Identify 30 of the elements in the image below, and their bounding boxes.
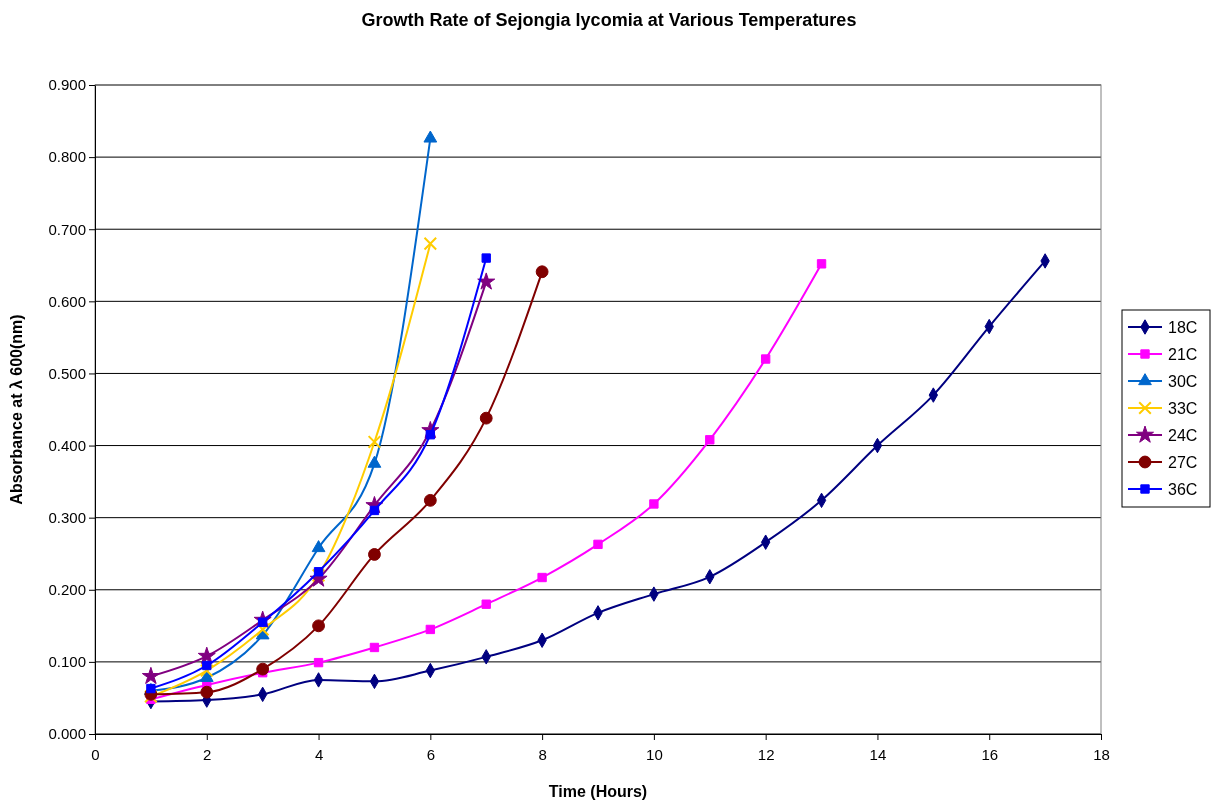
y-tick-label: 0.700: [48, 220, 86, 238]
x-tick-label: 16: [981, 745, 999, 763]
y-tick-label: 0.400: [48, 436, 86, 454]
y-tick-label: 0.600: [48, 292, 86, 310]
y-tick-label: 0.500: [48, 364, 86, 382]
x-tick-label: 10: [646, 745, 663, 763]
x-tick-label: 0: [91, 745, 100, 763]
legend-label: 27C: [1168, 454, 1198, 471]
legend-label: 36C: [1168, 481, 1198, 498]
y-tick-label: 0.800: [48, 148, 86, 166]
y-tick-label: 0.100: [48, 653, 86, 671]
chart-title: Growth Rate of Sejongia lycomia at Various Temperatures: [361, 10, 857, 30]
x-tick-label: 14: [869, 745, 887, 763]
legend-label: 30C: [1168, 373, 1198, 390]
legend-label: 24C: [1168, 427, 1198, 444]
x-tick-label: 6: [426, 745, 436, 763]
x-axis-title: Time (Hours): [548, 783, 648, 800]
x-tick-label: 4: [314, 745, 324, 763]
y-tick-label: 0.900: [48, 76, 86, 94]
x-tick-label: 8: [538, 745, 547, 763]
legend-label: 33C: [1168, 400, 1198, 417]
y-tick-label: 0.200: [48, 581, 86, 599]
x-tick-label: 2: [203, 745, 212, 763]
x-tick-label: 18: [1093, 745, 1110, 763]
y-axis-title: Absorbance at λ 600(nm): [8, 314, 25, 505]
y-tick-label: 0.300: [48, 508, 86, 526]
y-tick-label: 0.000: [48, 725, 86, 743]
legend-label: 21C: [1168, 346, 1198, 363]
legend-label: 18C: [1168, 319, 1198, 336]
x-tick-label: 12: [757, 745, 775, 763]
